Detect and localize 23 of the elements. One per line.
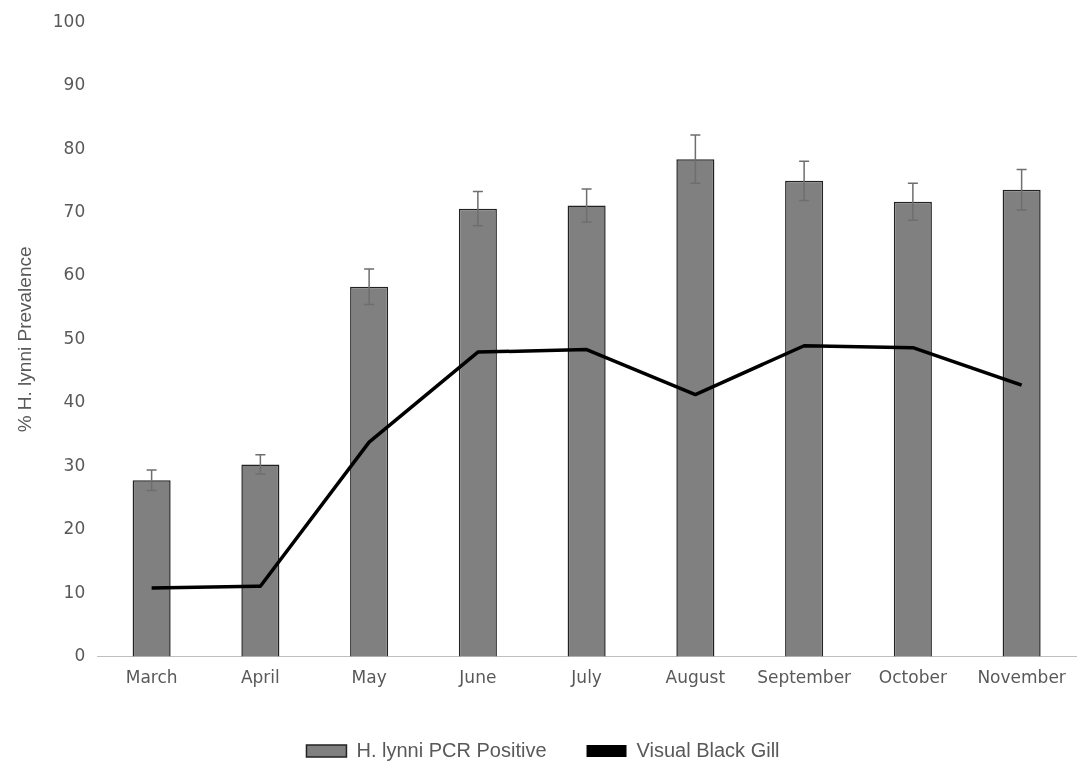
x-tick-label: June: [458, 667, 497, 688]
x-tick-label: November: [977, 667, 1066, 688]
y-tick-label: 10: [63, 581, 86, 602]
legend-label: H. lynni PCR Positive: [356, 738, 547, 761]
x-tick-label: July: [570, 667, 602, 688]
x-tick-label: March: [125, 667, 178, 688]
x-tick-label: August: [665, 667, 726, 688]
y-tick-label: 100: [52, 10, 86, 31]
y-tick-label: 70: [63, 200, 86, 221]
y-tick-label: 50: [63, 327, 86, 348]
x-tick-label: May: [351, 667, 387, 688]
x-tick-label: April: [240, 667, 280, 688]
y-tick-label: 90: [63, 74, 86, 95]
y-tick-label: 30: [63, 454, 86, 475]
y-tick-label: 20: [63, 518, 86, 539]
y-axis-title: % H. lynni Prevalence: [13, 246, 35, 433]
x-tick-label: October: [878, 667, 947, 688]
y-tick-label: 0: [74, 645, 86, 666]
y-tick-label: 80: [63, 137, 86, 158]
y-tick-label: 60: [63, 264, 86, 285]
legend-label: Visual Black Gill: [636, 738, 780, 761]
x-tick-label: September: [757, 667, 852, 688]
y-tick-label: 40: [63, 391, 86, 412]
